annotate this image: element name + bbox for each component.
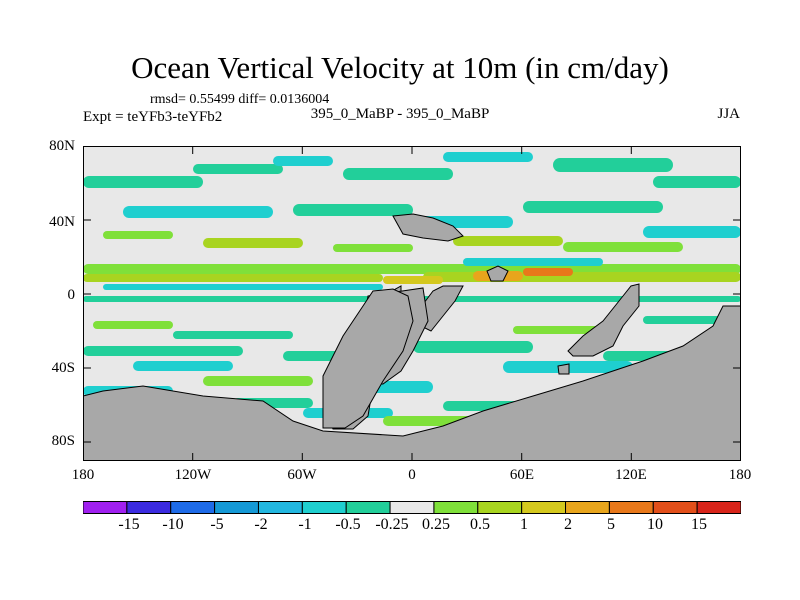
velocity-contour [83,176,203,188]
axis-ticks [83,146,741,461]
velocity-contour [443,152,533,162]
velocity-contour [553,158,673,172]
velocity-contour [103,284,383,290]
colorbar-swatch [301,501,347,514]
x-tick-label: 180 [71,467,95,483]
velocity-contour [643,316,733,324]
velocity-contour [83,346,243,356]
x-tick-label: 180 [728,467,752,483]
velocity-contour [343,168,453,180]
velocity-contour [123,206,273,218]
velocity-contour [523,201,663,213]
colorbar-swatch [170,501,216,514]
colorbar-label: -5 [210,516,224,533]
x-tick-label: 120E [615,467,647,483]
colorbar-label: 15 [691,516,707,533]
velocity-contour [383,276,443,284]
y-tick-label: 40N [49,214,75,230]
experiment-label: Expt = teYFb3-teYFb2 [83,109,223,125]
colorbar-swatch [83,501,128,514]
velocity-contour [273,156,333,166]
colorbar-swatch [214,501,259,514]
colorbar-label: -15 [118,516,140,533]
colorbar-swatch [257,501,303,514]
colorbar-swatch [477,501,523,514]
colorbar-swatch [696,501,741,514]
map-frame [83,146,741,461]
colorbar-swatch [565,501,610,514]
rmsd-diff-label: rmsd= 0.55499 diff= 0.0136004 [150,92,330,107]
colorbar-swatch [521,501,567,514]
colorbar-label: 0.25 [422,516,450,533]
x-tick-label: 60W [287,467,317,483]
velocity-field [83,152,741,426]
land-region [392,213,464,242]
y-tick-label: 0 [67,287,76,303]
x-tick-label: 120W [174,467,212,483]
velocity-contour [333,244,413,252]
velocity-contour [203,376,313,386]
colorbar-swatch [126,501,172,514]
colorbar-label: 1 [520,516,528,533]
colorbar-swatch [433,501,479,514]
colorbar-label: 0.5 [470,516,490,533]
colorbar-swatch [652,501,698,514]
velocity-contour [103,231,173,239]
y-tick-label: 40S [51,360,75,376]
velocity-contour [643,226,741,238]
land-region [83,305,741,461]
velocity-contour [193,164,283,174]
velocity-contour [93,321,173,329]
velocity-contour [83,274,383,282]
colorbar-label: 10 [647,516,663,533]
velocity-contour [423,272,741,282]
velocity-contour [563,242,683,252]
y-tick-label: 80N [49,138,75,154]
colorbar [83,501,741,514]
velocity-contour [83,264,741,274]
map-plot [83,146,741,461]
velocity-contour [203,238,303,248]
y-tick-label: 80S [51,433,75,449]
colorbar-label: -2 [254,516,268,533]
case-label: 395_0_MaBP - 395_0_MaBP [310,106,490,122]
colorbar-swatch [608,501,654,514]
land-mask [83,213,741,461]
colorbar-label: -0.25 [375,516,409,533]
x-tick-label: 0 [408,467,416,483]
colorbar-label: 5 [607,516,615,533]
colorbar-label: -10 [162,516,184,533]
season-label: JJA [717,106,740,122]
velocity-contour [413,341,533,353]
velocity-contour [133,361,233,371]
chart-title: Ocean Vertical Velocity at 10m (in cm/da… [131,50,669,85]
colorbar-label: -0.5 [335,516,361,533]
velocity-contour [653,176,741,188]
land-region [322,288,414,429]
colorbar-swatch [345,501,391,514]
velocity-contour [173,331,293,339]
velocity-contour [463,258,603,266]
colorbar-label: 2 [564,516,572,533]
velocity-contour [453,236,563,246]
land-region [557,363,570,375]
velocity-contour [293,204,413,216]
colorbar-swatch [389,501,435,514]
land-region [486,265,509,282]
x-tick-label: 60E [509,467,535,483]
velocity-contour [523,268,573,276]
colorbar-label: -1 [298,516,312,533]
land-region [567,283,640,357]
